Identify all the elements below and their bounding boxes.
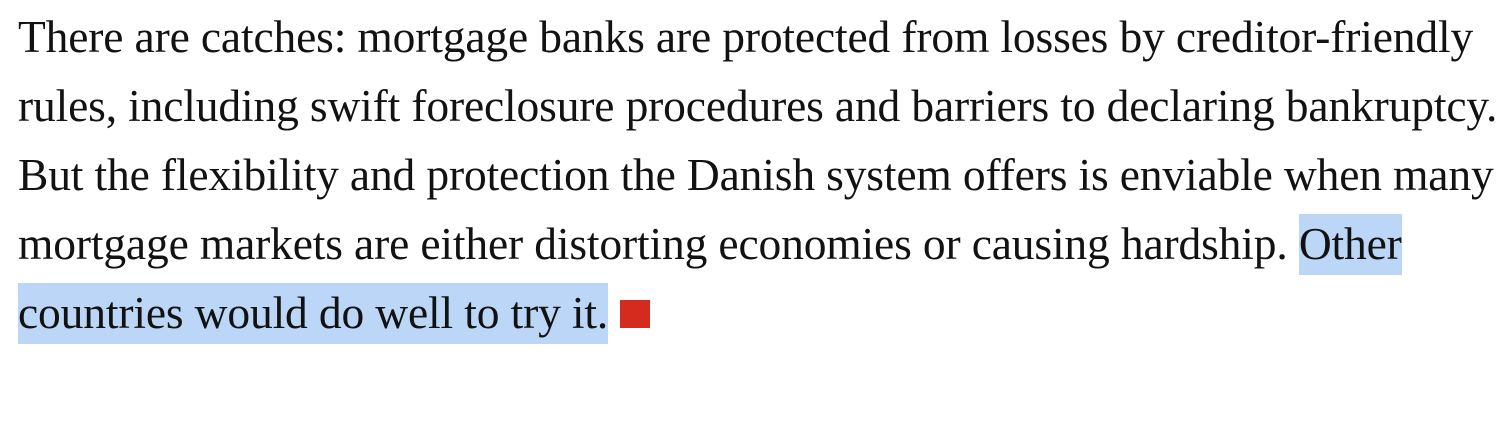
article-paragraph: There are catches: mortgage banks are pr… bbox=[18, 0, 1503, 347]
article-body: There are catches: mortgage banks are pr… bbox=[18, 0, 1503, 347]
paragraph-text: There are catches: mortgage banks are pr… bbox=[18, 11, 1498, 269]
end-mark-icon bbox=[620, 300, 651, 328]
